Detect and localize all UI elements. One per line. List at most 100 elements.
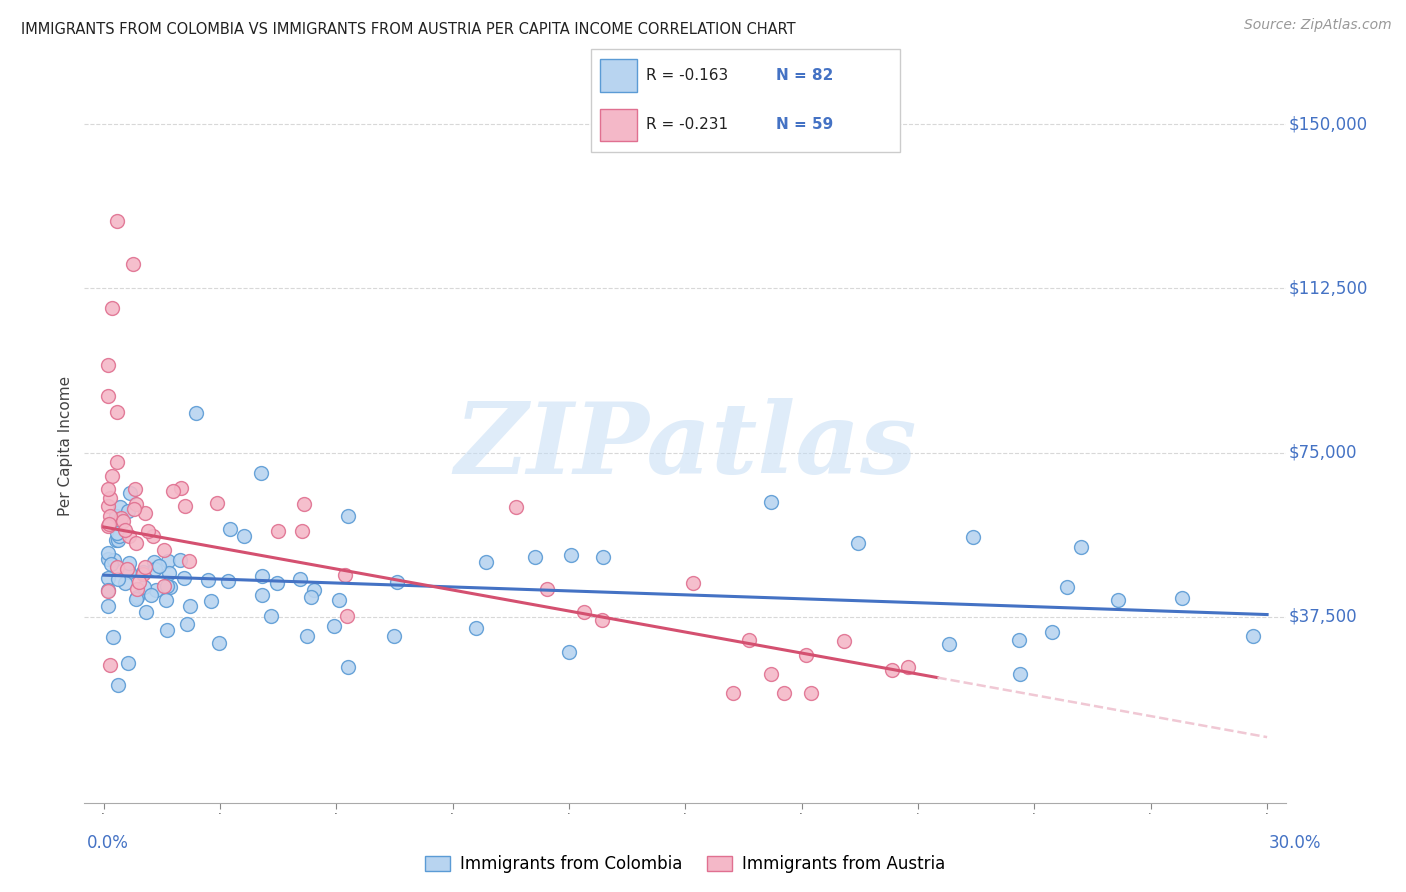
Point [107, 405, 129, 419]
Point [132, 567, 155, 582]
Point [162, 484, 184, 499]
Point [794, 648, 817, 662]
Point [292, 497, 315, 511]
Point [107, 572, 129, 586]
Point [135, 605, 157, 619]
Point [560, 549, 582, 563]
Text: $112,500: $112,500 [1289, 279, 1368, 297]
Point [105, 455, 128, 469]
Point [105, 560, 128, 574]
Text: R = -0.231: R = -0.231 [647, 118, 728, 133]
Point [152, 542, 174, 557]
FancyBboxPatch shape [600, 109, 637, 141]
Text: Source: ZipAtlas.com: Source: ZipAtlas.com [1244, 18, 1392, 32]
Point [333, 568, 356, 582]
Point [118, 528, 141, 542]
Point [104, 509, 127, 524]
Point [1056, 580, 1078, 594]
Point [233, 529, 256, 543]
Point [1040, 625, 1063, 640]
Text: N = 82: N = 82 [776, 68, 834, 83]
Point [336, 660, 359, 674]
Point [288, 572, 311, 586]
Point [124, 591, 146, 606]
Point [97, 571, 120, 585]
Text: $37,500: $37,500 [1289, 607, 1358, 626]
Point [897, 659, 920, 673]
Text: R = -0.163: R = -0.163 [647, 68, 728, 83]
Point [142, 529, 165, 543]
Point [97, 389, 120, 403]
Point [97, 499, 120, 513]
Point [97, 546, 120, 560]
Point [114, 575, 136, 590]
Point [125, 497, 148, 511]
Point [1008, 633, 1031, 648]
Point [773, 686, 796, 700]
Point [260, 609, 283, 624]
Point [97, 583, 120, 598]
Point [169, 553, 191, 567]
Point [136, 524, 159, 539]
Point [148, 558, 170, 573]
FancyBboxPatch shape [591, 49, 900, 152]
Point [173, 571, 195, 585]
Point [97, 519, 120, 533]
Point [219, 523, 242, 537]
Point [145, 582, 167, 597]
FancyBboxPatch shape [600, 60, 637, 92]
Point [759, 666, 782, 681]
Y-axis label: Per Capita Income: Per Capita Income [58, 376, 73, 516]
Point [382, 629, 405, 643]
Point [208, 636, 231, 650]
Text: 0.0%: 0.0% [87, 834, 129, 852]
Point [592, 550, 614, 565]
Point [103, 553, 125, 567]
Point [132, 566, 155, 580]
Point [759, 495, 782, 509]
Point [295, 629, 318, 643]
Text: $150,000: $150,000 [1289, 115, 1368, 133]
Point [323, 619, 346, 633]
Point [97, 483, 120, 497]
Point [100, 557, 122, 571]
Point [938, 637, 960, 651]
Point [299, 590, 322, 604]
Point [682, 576, 704, 591]
Point [118, 556, 141, 570]
Point [159, 580, 181, 594]
Point [250, 466, 273, 480]
Point [505, 500, 527, 514]
Point [156, 623, 179, 637]
Point [184, 406, 207, 420]
Point [141, 588, 163, 602]
Point [134, 506, 156, 520]
Text: 30.0%: 30.0% [1270, 834, 1322, 852]
Point [115, 562, 138, 576]
Point [110, 511, 132, 525]
Point [1070, 540, 1092, 554]
Point [124, 502, 146, 516]
Point [125, 582, 148, 596]
Point [800, 686, 823, 700]
Point [176, 617, 198, 632]
Point [250, 588, 273, 602]
Point [97, 517, 120, 532]
Point [156, 579, 179, 593]
Point [104, 533, 127, 547]
Text: IMMIGRANTS FROM COLOMBIA VS IMMIGRANTS FROM AUSTRIA PER CAPITA INCOME CORRELATIO: IMMIGRANTS FROM COLOMBIA VS IMMIGRANTS F… [21, 22, 796, 37]
Point [536, 582, 558, 596]
Point [170, 481, 193, 495]
Point [124, 483, 146, 497]
Point [267, 524, 290, 538]
Point [205, 495, 228, 509]
Point [101, 301, 124, 315]
Point [114, 523, 136, 537]
Point [105, 213, 128, 227]
Point [302, 583, 325, 598]
Point [174, 499, 197, 513]
Point [98, 508, 121, 523]
Point [846, 536, 869, 550]
Point [177, 554, 200, 568]
Point [98, 491, 121, 505]
